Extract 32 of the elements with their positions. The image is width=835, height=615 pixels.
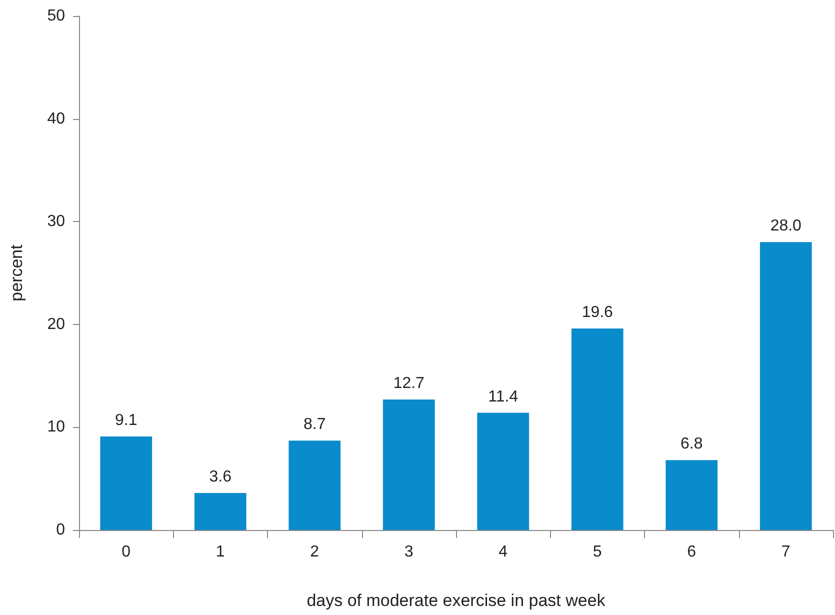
x-tick-label: 6 <box>687 544 696 560</box>
data-label: 28.0 <box>770 218 802 235</box>
data-label: 12.7 <box>393 374 425 392</box>
x-tick-label: 4 <box>498 544 508 560</box>
y-tick-label: 40 <box>47 110 66 128</box>
bar <box>100 436 152 530</box>
x-tick-label: 0 <box>122 544 131 560</box>
y-tick-label: 30 <box>47 213 66 230</box>
bar <box>477 412 530 530</box>
y-tick-label: 50 <box>47 8 66 24</box>
bar <box>288 440 341 530</box>
y-tick-label: 10 <box>47 418 66 436</box>
x-tick-label: 5 <box>592 544 602 560</box>
x-tick-label: 3 <box>404 544 414 560</box>
data-label: 19.6 <box>582 304 614 322</box>
bar <box>382 399 435 530</box>
data-label: 8.7 <box>304 416 326 434</box>
bar <box>760 242 812 530</box>
bar <box>666 460 718 530</box>
data-label: 11.4 <box>488 388 518 406</box>
data-label: 3.6 <box>209 468 232 486</box>
y-tick-label: 0 <box>56 522 66 538</box>
x-tick-label: 1 <box>216 544 225 560</box>
x-tick-label: 2 <box>310 544 320 560</box>
bar <box>194 492 246 530</box>
data-label: 6.8 <box>680 436 703 453</box>
x-tick-label: 7 <box>781 544 790 560</box>
bar <box>571 328 624 530</box>
data-label: 9.1 <box>115 412 138 429</box>
x-axis-title: days of moderate exercise in past week <box>306 591 606 610</box>
y-tick-label: 20 <box>47 316 66 333</box>
y-axis-title: percent <box>7 244 26 302</box>
